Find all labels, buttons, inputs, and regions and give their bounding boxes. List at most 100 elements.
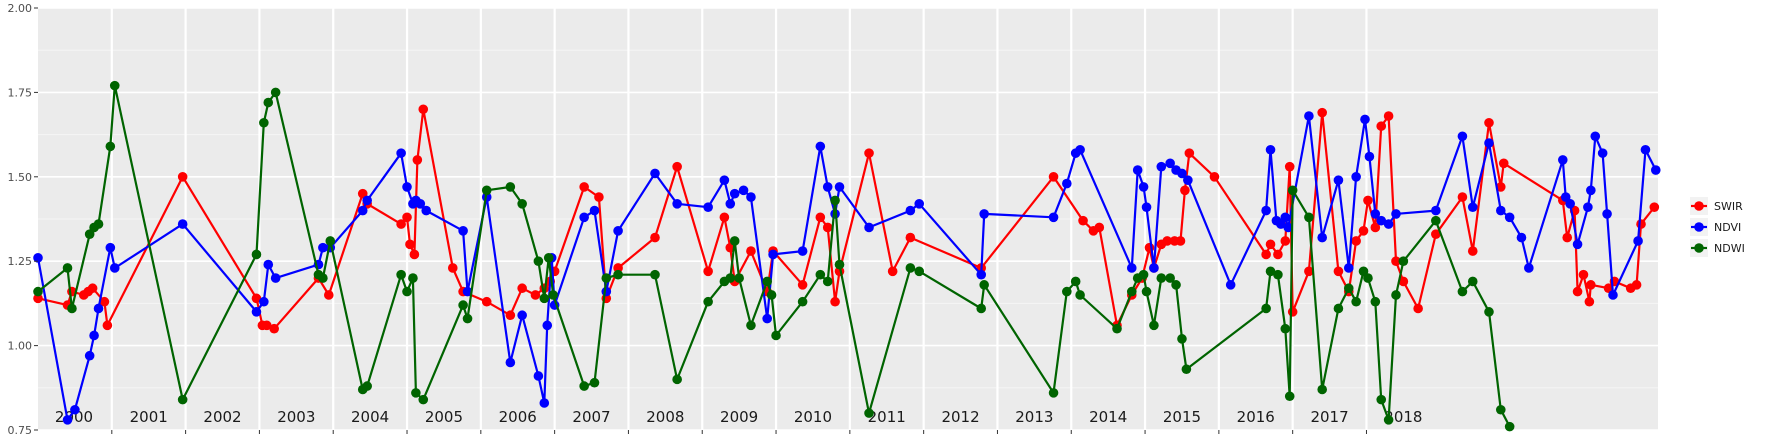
data-point-ndvi [864,222,874,233]
data-point-swir [1413,303,1423,314]
data-point-ndvi [1583,202,1593,212]
y-tick-label: 1.75 [8,86,33,99]
data-point-ndvi [1457,131,1468,142]
data-point-swir [1562,232,1573,243]
data-point-swir [1209,172,1220,182]
data-point-ndwi [672,374,682,385]
year-label: 2008 [646,408,684,426]
data-point-ndvi [589,205,600,216]
data-point-ndwi [33,286,43,297]
data-point-ndvi [1351,172,1361,182]
data-point-ndwi [1304,212,1314,223]
data-point-ndwi [177,394,188,405]
data-point-swir [405,239,415,250]
data-point-swir [1304,266,1314,277]
data-point-ndwi [746,320,756,331]
data-point-swir [1586,280,1596,290]
data-point-ndvi [1557,155,1568,165]
data-point-swir [447,263,458,273]
data-point-ndvi [539,398,550,408]
data-point-swir [1078,215,1088,226]
data-point-ndwi [734,273,744,283]
data-point-ndvi [1484,138,1494,148]
data-point-ndvi [517,310,527,321]
data-point-ndvi [725,199,736,209]
year-labels: 2000 2001 2002 2003 2004 2005 2006 2007 2008 2009… [55,408,1423,426]
data-point-ndwi [1504,421,1515,432]
data-point-ndwi [729,236,740,246]
data-point-swir [1094,222,1105,233]
data-point-ndvi [1265,144,1276,155]
data-point-ndwi [976,303,987,314]
data-point-ndvi [1343,263,1354,273]
data-point-swir [1358,226,1369,236]
data-point-ndvi [1565,199,1575,209]
data-point-ndwi [979,280,989,290]
data-point-swir [1484,117,1494,128]
data-point-ndvi [1283,222,1294,233]
y-tick-label: 0.75 [8,424,33,437]
data-point-ndwi [589,377,600,388]
data-point-ndvi [84,350,95,361]
data-point-ndvi [1317,232,1327,243]
legend-key-swir [1690,197,1708,215]
data-point-ndvi [768,249,778,260]
data-point-swir [1383,111,1394,121]
data-point-ndvi [1149,263,1159,273]
data-point-ndwi [396,269,406,280]
data-point-ndvi [542,320,553,331]
legend-key-point [1694,222,1704,232]
data-point-ndvi [822,182,833,192]
data-point-ndwi [1351,296,1361,307]
data-point-swir [261,320,272,331]
data-point-ndwi [325,236,336,246]
data-point-ndwi [864,408,874,418]
data-point-ndwi [1495,404,1506,415]
data-point-ndvi [1062,178,1072,189]
data-point-ndvi [1590,131,1601,142]
data-point-ndvi [1633,236,1643,246]
data-point-swir [1363,195,1373,206]
data-point-ndvi [1048,212,1059,223]
data-point-swir [1572,286,1583,297]
data-point-ndvi [1572,239,1583,250]
legend-key-point [1694,243,1704,253]
data-point-ndwi [93,219,104,229]
data-point-swir [1317,107,1327,118]
data-point-swir [517,283,527,294]
data-point-ndvi [719,175,730,185]
data-point-ndvi [601,286,612,297]
year-label: 2003 [277,408,315,426]
data-point-ndwi [1048,388,1059,398]
data-point-swir [1180,185,1190,196]
data-point-swir [409,249,420,260]
data-point-ndwi [481,185,492,196]
data-point-ndvi [579,212,589,223]
data-point-ndwi [1141,286,1152,297]
data-point-ndwi [1358,266,1369,277]
data-point-swir [402,212,412,223]
data-point-ndwi [579,381,589,391]
data-point-ndvi [1495,205,1506,216]
data-point-ndwi [539,293,550,304]
data-point-swir [1649,202,1660,212]
data-point-ndwi [1149,320,1159,331]
data-point-ndvi [976,269,987,280]
data-point-ndwi [1181,364,1192,375]
legend-label: NDWI [1714,242,1745,255]
data-point-ndwi [1177,334,1187,344]
data-point-swir [719,212,730,223]
y-tick-label: 1.25 [8,255,33,268]
data-point-swir [412,155,423,165]
data-point-ndwi [1112,323,1122,334]
data-point-swir [1175,236,1186,246]
data-point-ndwi [109,80,120,91]
data-point-ndvi [746,192,756,202]
data-point-ndwi [251,249,262,260]
data-point-swir [905,232,916,243]
data-point-ndwi [411,388,421,398]
data-point-ndvi [402,182,412,192]
data-point-ndwi [601,273,612,283]
data-point-ndvi [1383,219,1394,229]
